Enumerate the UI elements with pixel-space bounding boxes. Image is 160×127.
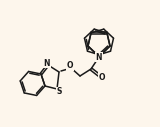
Text: S: S	[56, 88, 62, 97]
Text: O: O	[67, 61, 73, 70]
Text: N: N	[96, 52, 102, 61]
Text: N: N	[44, 59, 50, 67]
Text: O: O	[98, 73, 105, 82]
